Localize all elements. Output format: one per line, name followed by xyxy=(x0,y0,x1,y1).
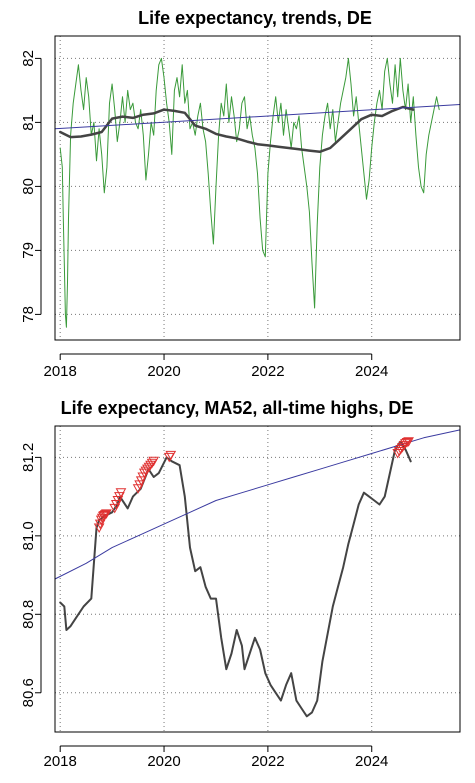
y-tick-label: 79 xyxy=(20,242,37,259)
plot-frame xyxy=(54,425,461,733)
chart-title: Life expectancy, trends, DE xyxy=(138,8,372,28)
all-time-high-marker xyxy=(114,492,125,502)
all-time-high-marker xyxy=(93,523,105,534)
all-time-high-marker xyxy=(132,484,144,494)
chart-title: Life expectancy, MA52, all-time highs, D… xyxy=(61,398,414,418)
ma52-line xyxy=(58,105,415,154)
series-lines xyxy=(54,429,461,718)
x-tick-label: 2020 xyxy=(147,363,180,380)
weekly-line xyxy=(59,57,440,328)
grid xyxy=(55,426,460,732)
all-time-high-marker xyxy=(403,437,414,447)
x-axis-ticks: 2018 2020 2022 2024 xyxy=(44,353,388,380)
trend-line xyxy=(54,104,461,130)
grid xyxy=(55,36,460,340)
x-tick-label: 2022 xyxy=(251,753,284,770)
all-time-high-marker xyxy=(94,519,106,530)
x-tick-label: 2024 xyxy=(355,753,388,770)
trend-line xyxy=(54,429,461,580)
all-time-high-marker xyxy=(148,456,160,467)
y-axis-ticks: 78 79 80 81 82 xyxy=(20,50,42,323)
x-tick-label: 2022 xyxy=(251,363,284,380)
x-tick-label: 2018 xyxy=(44,753,77,770)
y-tick-label: 80.8 xyxy=(20,600,37,629)
all-time-high-marker xyxy=(137,472,149,483)
all-time-high-marker xyxy=(134,480,145,490)
series-lines xyxy=(54,57,461,328)
x-tick-label: 2018 xyxy=(44,363,77,380)
y-tick-label: 78 xyxy=(20,306,37,323)
all-time-high-marker xyxy=(98,510,110,521)
all-time-high-marker xyxy=(109,503,121,514)
all-time-high-marker xyxy=(165,450,177,461)
all-time-high-marker xyxy=(100,510,111,520)
all-time-high-marker xyxy=(110,499,122,510)
all-time-high-marker xyxy=(115,488,127,498)
ma52-line xyxy=(59,440,412,718)
y-tick-label: 82 xyxy=(20,50,37,67)
y-tick-label: 81.2 xyxy=(20,443,37,472)
x-axis-ticks: 2018 2020 2022 2024 xyxy=(44,745,388,770)
all-time-high-marker xyxy=(112,496,124,506)
x-tick-label: 2024 xyxy=(355,363,388,380)
trends-panel: Life expectancy, trends, DE 2018 2020 2022… xyxy=(20,8,461,380)
y-tick-label: 81.0 xyxy=(20,521,37,550)
y-tick-label: 81 xyxy=(20,114,37,131)
all-time-highs-panel: Life expectancy, MA52, all-time highs, D… xyxy=(20,398,461,770)
markers xyxy=(93,437,414,534)
plot-frame xyxy=(54,35,461,341)
y-tick-label: 80 xyxy=(20,178,37,195)
all-time-high-marker xyxy=(135,476,147,486)
y-axis-ticks: 80.6 80.8 81.0 81.2 xyxy=(20,443,42,707)
all-time-high-marker xyxy=(101,509,112,519)
all-time-high-marker xyxy=(401,437,413,448)
y-tick-label: 80.6 xyxy=(20,678,37,707)
x-tick-label: 2020 xyxy=(147,753,180,770)
